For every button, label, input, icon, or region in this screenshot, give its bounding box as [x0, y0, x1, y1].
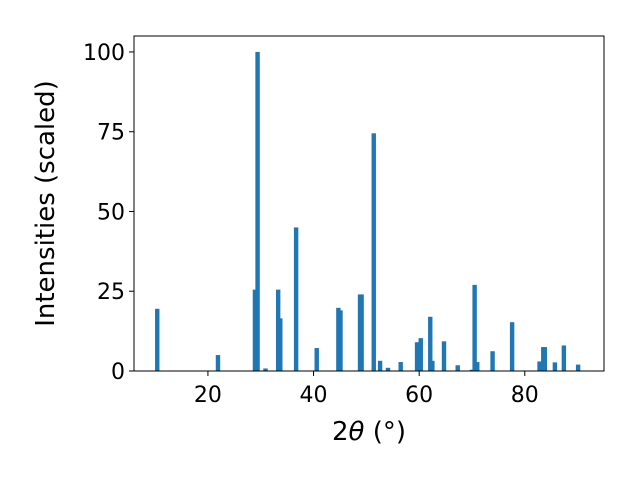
bar [385, 367, 391, 371]
y-tick-label: 25 [97, 280, 125, 305]
y-tick-label: 50 [97, 200, 125, 225]
bar [215, 355, 221, 371]
bar [252, 289, 258, 371]
bar [575, 364, 581, 371]
bar-series [155, 51, 581, 371]
y-axis: 0 25 50 75 100 [83, 41, 134, 385]
bar [428, 316, 433, 371]
bar [509, 322, 515, 371]
y-tick-label: 75 [97, 121, 125, 146]
bar [469, 369, 475, 371]
bar [472, 284, 477, 371]
bar [542, 347, 548, 371]
x-tick-label: 40 [300, 383, 328, 408]
y-tick-label: 0 [111, 360, 125, 385]
y-axis-label: Intensities (scaled) [31, 80, 61, 327]
bar [255, 51, 260, 371]
bar [314, 348, 319, 371]
bar [155, 308, 160, 371]
bar [359, 294, 364, 371]
x-tick-label: 80 [511, 383, 539, 408]
bar [441, 341, 447, 371]
x-axis: 20 40 60 80 [194, 371, 539, 408]
bar [263, 368, 268, 371]
bar [338, 310, 343, 371]
plot-frame [133, 35, 605, 372]
bar [490, 351, 495, 371]
bar [377, 360, 383, 371]
y-tick-label: 100 [83, 41, 125, 66]
x-axis-label: 2θ (°) [332, 417, 406, 447]
bar [475, 362, 480, 371]
bar [561, 345, 567, 371]
x-tick-label: 60 [405, 383, 433, 408]
bar [455, 365, 460, 371]
bar [293, 227, 299, 371]
bar [552, 362, 558, 371]
bar [371, 133, 376, 371]
bar [398, 362, 403, 371]
bar [430, 360, 435, 371]
bar [418, 338, 423, 371]
x-tick-label: 20 [194, 383, 222, 408]
bar [537, 361, 542, 371]
bar [278, 318, 283, 371]
